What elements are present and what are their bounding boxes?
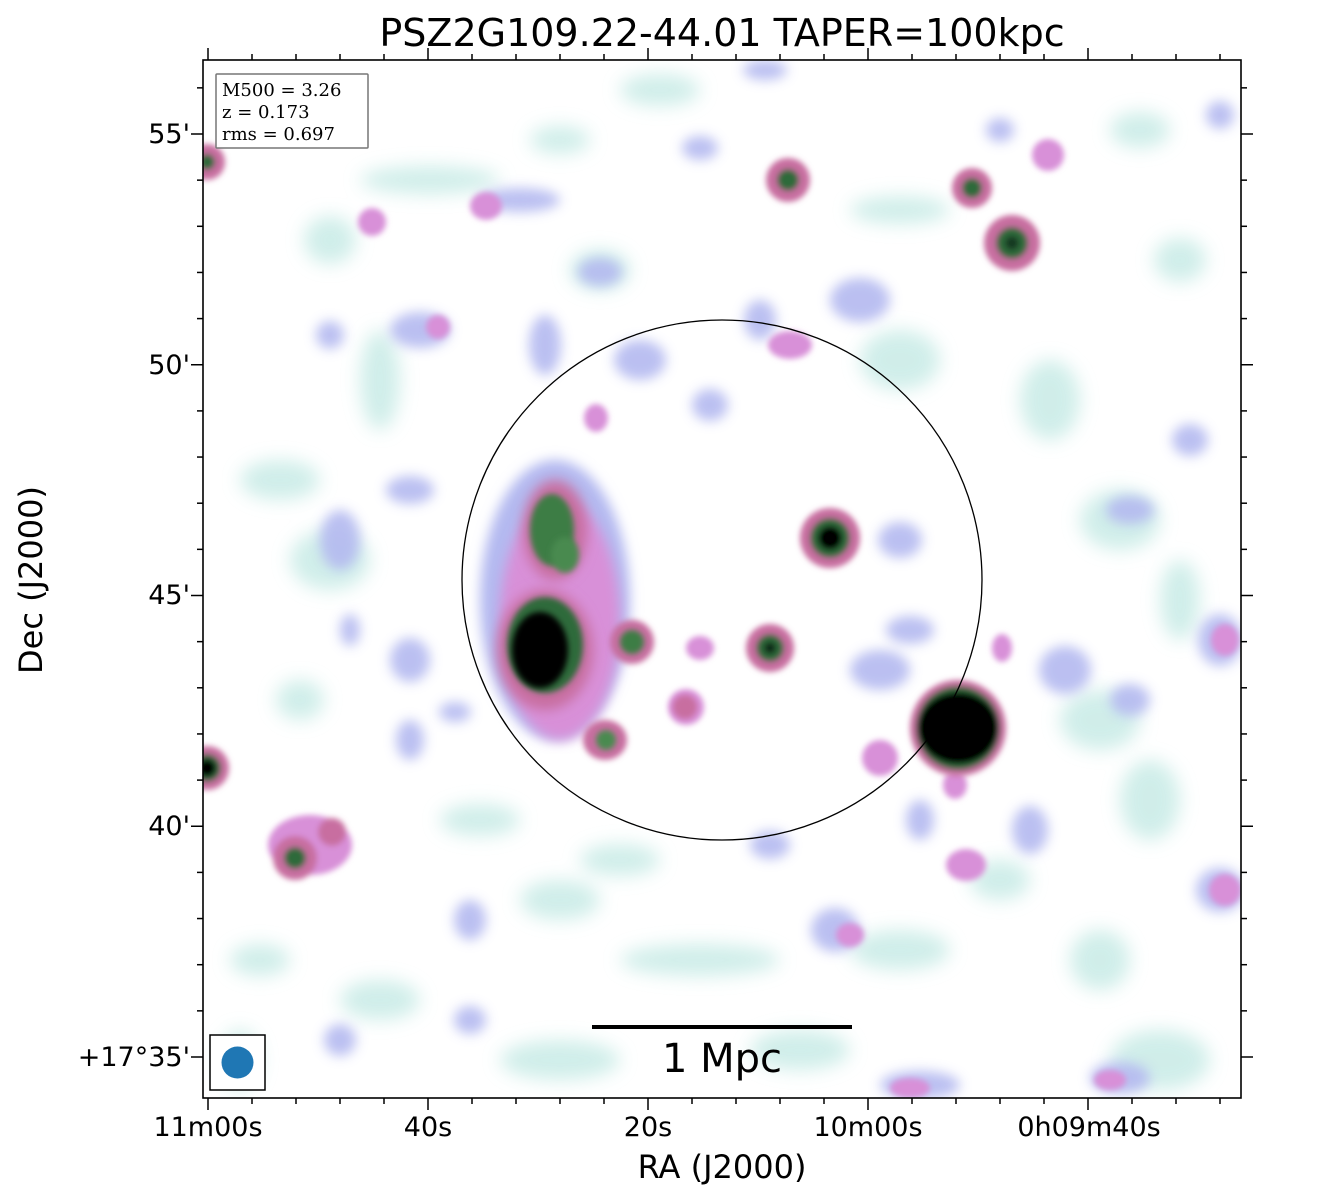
radio-image: 1 Mpc (203, 60, 1241, 1098)
x-tick-label: 0h09m40s (1017, 1112, 1160, 1143)
extended-central-source (480, 460, 697, 760)
y-tick-label: 40' (148, 811, 190, 842)
x-tick-label: 20s (624, 1112, 672, 1143)
info-box: M500 = 3.26 z = 0.173 rms = 0.697 (215, 73, 369, 149)
beam-ellipse (221, 1046, 254, 1079)
y-tick-label: 50' (148, 350, 190, 381)
y-tick-label: +17°35' (78, 1042, 190, 1073)
scale-bar-label: 1 Mpc (662, 1036, 782, 1082)
r500-circle (461, 319, 983, 841)
y-tick-labels: 55' 50' 45' 40' +17°35' (78, 119, 190, 1073)
y-tick-label: 55' (148, 119, 190, 150)
y-tick-label: 45' (148, 580, 190, 611)
rms-label: rms = 0.697 (222, 124, 335, 145)
x-axis-label: RA (J2000) (638, 1148, 807, 1186)
x-tick-label: 40s (404, 1112, 452, 1143)
x-tick-label: 11m00s (153, 1112, 262, 1143)
redshift-label: z = 0.173 (222, 102, 310, 123)
beam-box (209, 1034, 266, 1091)
y-axis-label: Dec (J2000) (12, 486, 50, 674)
x-tick-labels: 11m00s 40s 20s 10m00s 0h09m40s (153, 1112, 1160, 1143)
faint-sources-pink (358, 139, 1241, 1098)
compact-sources (203, 144, 1040, 880)
figure-title: PSZ2G109.22-44.01 TAPER=100kpc (379, 11, 1064, 55)
m500-label: M500 = 3.26 (222, 80, 341, 101)
plot-frame (202, 59, 1242, 1099)
axis-ticks (191, 48, 1253, 1110)
x-tick-label: 10m00s (813, 1112, 922, 1143)
